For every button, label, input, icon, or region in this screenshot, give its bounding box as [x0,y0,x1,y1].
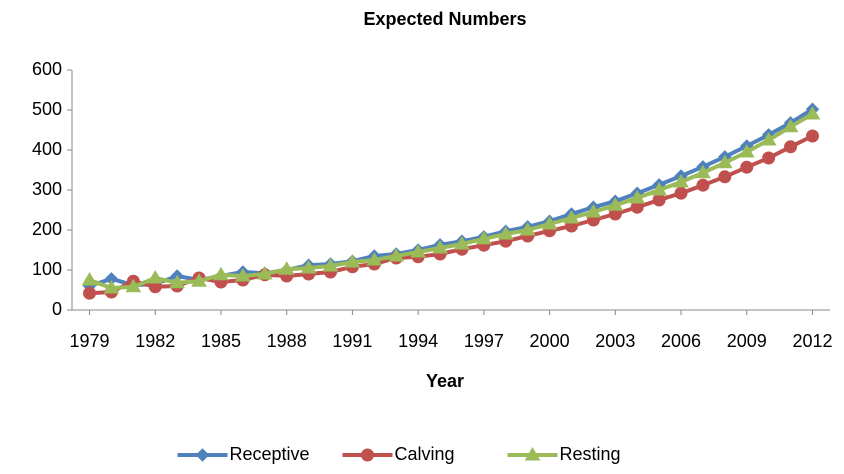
marker [322,258,339,272]
marker [213,266,229,281]
marker [784,140,798,154]
legend-marker [361,448,374,462]
legend-marker [524,447,541,461]
x-tick-label: 2009 [727,331,767,351]
marker [191,273,207,287]
x-tick-label: 2012 [792,331,832,351]
x-tick-label: 1994 [398,331,438,351]
legend-label: Receptive [230,444,310,464]
x-tick-label: 1985 [201,331,241,351]
x-axis-title: Year [426,371,464,391]
y-tick-label: 0 [52,299,62,319]
x-tick-label: 1979 [70,331,110,351]
marker [585,204,602,218]
marker [695,164,711,179]
marker [782,118,799,133]
marker [673,174,689,188]
marker [103,280,120,294]
marker [629,190,646,204]
marker [740,160,754,174]
chart-title: Expected Numbers [363,9,526,29]
x-tick-label: 2006 [661,331,701,351]
y-tick-label: 500 [32,99,62,119]
marker [541,216,558,230]
x-tick-label: 1997 [464,331,504,351]
marker [366,252,383,266]
x-tick-label: 1988 [267,331,307,351]
marker [125,278,142,293]
marker [519,222,536,236]
marker [81,272,98,286]
marker [563,210,580,224]
marker [718,170,732,184]
series-line [88,107,814,288]
y-tick-label: 300 [32,179,62,199]
x-tick-label: 2003 [595,331,635,351]
marker [652,193,666,207]
marker [256,266,273,280]
x-tick-label: 1982 [135,331,175,351]
marker [651,182,667,196]
marker [278,261,295,275]
marker [497,226,514,240]
marker [762,151,776,165]
marker [169,274,186,289]
marker [83,286,97,300]
x-tick-label: 1991 [332,331,372,351]
legend-label: Resting [560,444,621,464]
legend-marker [195,448,210,462]
y-tick-label: 200 [32,219,62,239]
y-tick-label: 400 [32,139,62,159]
marker [738,144,755,158]
series-line [88,112,814,290]
marker [716,154,733,169]
marker [410,244,427,258]
marker [300,260,317,274]
marker [235,268,251,282]
marker [344,254,361,268]
legend-label: Calving [395,444,455,464]
marker [454,236,470,250]
x-tick-label: 2000 [530,331,570,351]
marker [147,270,164,284]
marker [804,106,821,120]
marker [432,240,448,254]
y-tick-label: 100 [32,259,62,279]
marker [607,197,624,211]
y-tick-label: 600 [32,59,62,79]
marker [760,132,777,146]
marker [388,248,405,262]
marker [696,178,710,192]
marker [805,129,819,143]
series-line [89,134,814,296]
marker [475,230,492,245]
marker [674,186,688,200]
